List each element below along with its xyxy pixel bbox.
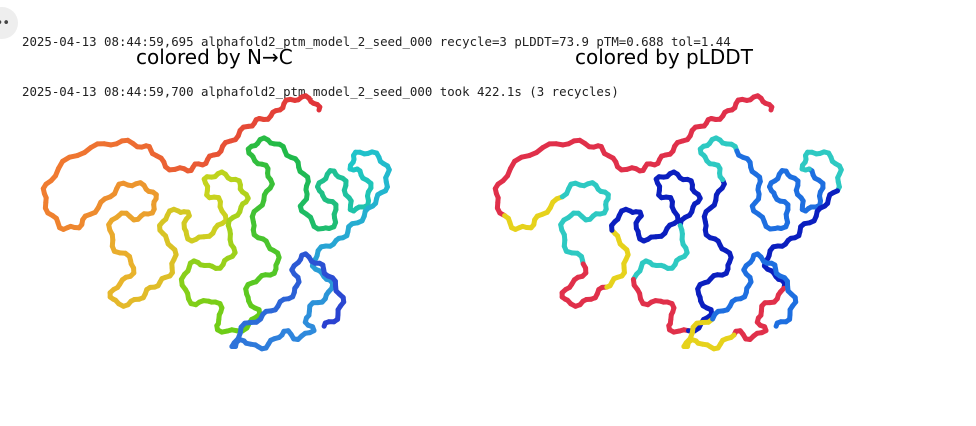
cell-output-log: 2025-04-13 08:44:59,695 alphafold2_ptm_m… (22, 1, 731, 117)
protein-structure-plddt (492, 93, 844, 352)
protein-structure-n-to-c (40, 93, 392, 352)
backbone-segment (321, 320, 328, 329)
backbone-segment (773, 320, 780, 329)
log-line-recycle: 2025-04-13 08:44:59,695 alphafold2_ptm_m… (22, 34, 731, 49)
panel-title-plddt: colored by pLDDT (575, 45, 753, 69)
panel-title-n-to-c: colored by N→C (136, 45, 293, 69)
cell-run-button[interactable]: •• (0, 7, 18, 39)
more-dots-icon: •• (0, 15, 10, 31)
log-line-timing: 2025-04-13 08:44:59,700 alphafold2_ptm_m… (22, 83, 619, 99)
